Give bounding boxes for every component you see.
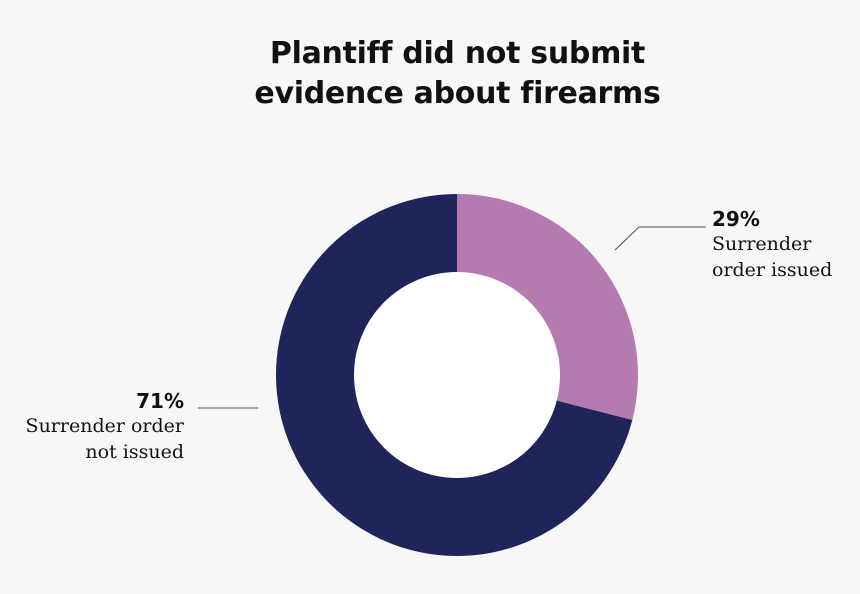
slice-caption-surrender-issued: Surrender order issued <box>712 231 832 283</box>
chart-title-line-2: evidence about firearms <box>254 76 661 111</box>
slice-caption-line: Surrender <box>712 233 812 255</box>
slice-label-surrender-issued: 29% Surrender order issued <box>712 207 832 283</box>
leader-lines <box>198 226 706 409</box>
leader-line-surrender-issued <box>614 226 706 251</box>
chart-title-line-1: Plantiff did not submit <box>269 36 646 71</box>
slice-percent-surrender-not-issued: 71% <box>136 389 184 413</box>
slice-percent-surrender-issued: 29% <box>712 207 760 231</box>
slice-caption-line: Surrender order <box>25 415 184 437</box>
slice-caption-line: order issued <box>712 259 833 281</box>
slice-caption-line: not issued <box>85 441 184 463</box>
chart-title: Plantiff did not submit evidence about f… <box>0 34 860 114</box>
slice-label-surrender-not-issued: 71% Surrender order not issued <box>26 389 184 465</box>
donut-hole <box>354 272 560 478</box>
slice-caption-surrender-not-issued: Surrender order not issued <box>26 413 184 465</box>
